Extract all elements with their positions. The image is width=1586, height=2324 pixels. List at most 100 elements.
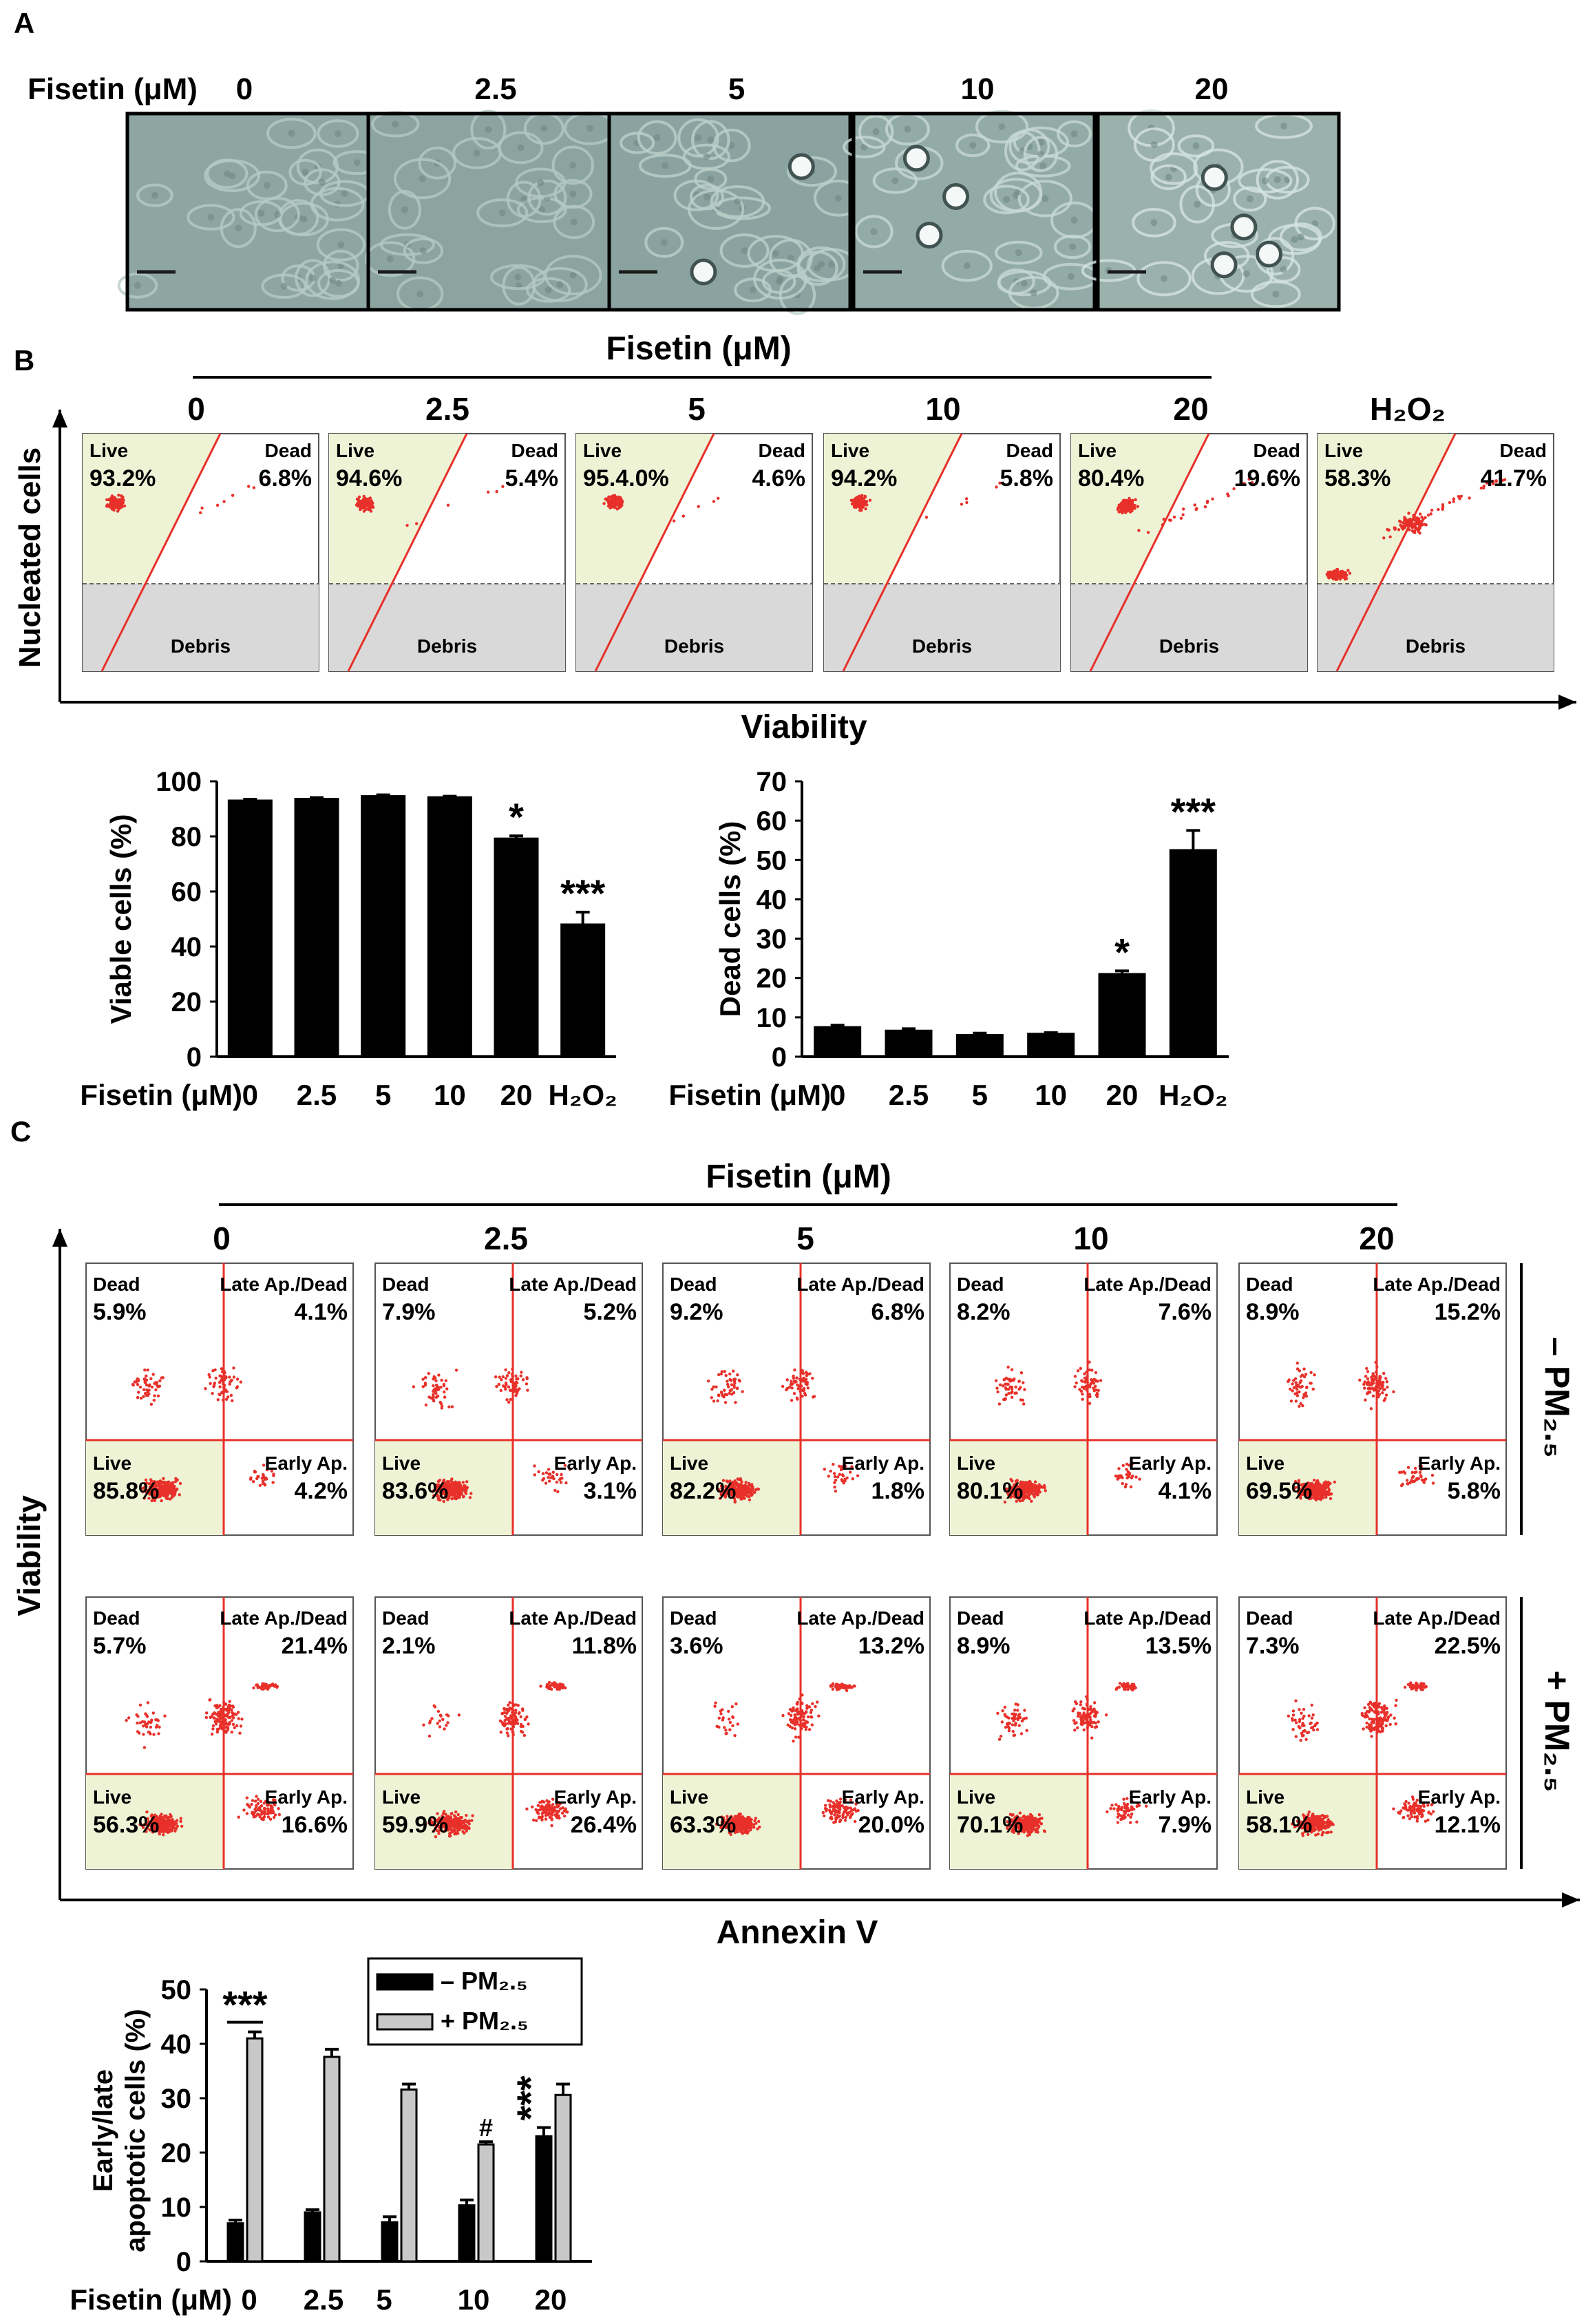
cell-nucleus bbox=[1192, 142, 1200, 149]
scatter-dot bbox=[723, 1401, 728, 1404]
y-tick-label: 80 bbox=[171, 822, 202, 852]
live-label: Live bbox=[1078, 440, 1117, 461]
scatter-dot bbox=[564, 1807, 567, 1810]
scatter-dot bbox=[444, 1379, 447, 1382]
scatter-dot bbox=[170, 1488, 173, 1492]
scatter-dot bbox=[1033, 1490, 1037, 1494]
scatter-dot bbox=[465, 1819, 468, 1824]
scatter-dot bbox=[511, 1367, 514, 1371]
scatter-dot bbox=[155, 1489, 159, 1493]
cell-outline bbox=[117, 272, 158, 299]
scatter-dot bbox=[1030, 1492, 1034, 1495]
cell-nucleus bbox=[517, 144, 525, 151]
scatter-dot bbox=[216, 1398, 220, 1402]
scatter-dot bbox=[823, 1468, 827, 1471]
scatter-dot bbox=[250, 1803, 253, 1806]
scatter-dot bbox=[1318, 1484, 1322, 1488]
scatter-dot bbox=[757, 1819, 761, 1824]
panel-b-col-1: 2.5 bbox=[425, 391, 469, 427]
scatter-dot bbox=[361, 501, 365, 505]
scatter-dot bbox=[412, 1385, 416, 1388]
scatter-dot bbox=[233, 1726, 236, 1729]
scatter-dot bbox=[1415, 1477, 1419, 1481]
dead-gate-line bbox=[594, 433, 715, 672]
scatter-dot bbox=[454, 1810, 458, 1814]
scatter-dot bbox=[424, 1403, 428, 1407]
cell-outline bbox=[691, 120, 730, 160]
scatter-dot bbox=[1422, 1480, 1426, 1483]
scatter-dot bbox=[247, 485, 251, 488]
scatter-dot bbox=[734, 1401, 737, 1404]
cell-nucleus bbox=[741, 247, 748, 254]
cell-nucleus bbox=[540, 125, 548, 132]
scatter-dot bbox=[525, 1807, 529, 1810]
scatter-dot bbox=[509, 1707, 512, 1710]
scatter-dot bbox=[1086, 1386, 1089, 1390]
rounded-cell bbox=[902, 145, 930, 172]
scatter-dot bbox=[1125, 505, 1129, 508]
dead-label: Dead bbox=[382, 1607, 429, 1629]
dead-gate-line bbox=[842, 433, 963, 672]
scatter-dot bbox=[1169, 518, 1172, 522]
scatter-dot bbox=[150, 1486, 154, 1489]
scatter-dot bbox=[1009, 1495, 1013, 1499]
scatter-dot bbox=[728, 1372, 732, 1376]
scatter-dot bbox=[997, 1402, 1002, 1406]
scatter-dot bbox=[732, 1377, 736, 1381]
scatter-dot bbox=[1408, 528, 1411, 531]
scatter-dot bbox=[218, 1713, 221, 1717]
scatter-dot bbox=[180, 1824, 184, 1828]
scatter-dot bbox=[147, 1392, 151, 1396]
scatter-dot bbox=[1181, 513, 1185, 516]
scatter-dot bbox=[441, 1481, 445, 1485]
scatter-dot bbox=[564, 1686, 567, 1690]
scatter-dot bbox=[1364, 1398, 1367, 1402]
cell-outline bbox=[677, 118, 719, 158]
scatter-dot bbox=[801, 1372, 805, 1375]
scatter-dot bbox=[1406, 1482, 1409, 1486]
scatter-dot bbox=[1429, 512, 1432, 516]
dead-label: Dead bbox=[93, 1274, 140, 1295]
scatter-dot bbox=[727, 1385, 730, 1388]
scatter-dot bbox=[498, 1719, 503, 1723]
late-apoptotic-label: Late Ap./Dead bbox=[220, 1274, 348, 1295]
cell-outline bbox=[687, 189, 745, 230]
panel-b-y-axis-head bbox=[52, 410, 67, 427]
significance-mark: * bbox=[1114, 930, 1130, 973]
scatter-dot bbox=[712, 500, 716, 503]
bar-viable-0-1 bbox=[294, 798, 339, 1058]
scatter-dot bbox=[231, 494, 235, 497]
cell-nucleus bbox=[274, 211, 281, 218]
cell-outline bbox=[288, 158, 322, 186]
scatter-dot bbox=[710, 1387, 714, 1391]
cell-outline bbox=[379, 233, 435, 256]
scatter-dot bbox=[1417, 527, 1421, 531]
scatter-dot bbox=[1086, 1380, 1090, 1384]
scatter-dot bbox=[154, 1487, 157, 1490]
live-label: Live bbox=[89, 440, 128, 461]
scatter-dot bbox=[505, 1374, 509, 1377]
cell-outline bbox=[317, 119, 359, 148]
scatter-dot bbox=[507, 1371, 511, 1375]
scatter-dot bbox=[717, 1373, 721, 1377]
scatter-dot bbox=[270, 1684, 274, 1687]
scatter-dot bbox=[1022, 1381, 1025, 1384]
scatter-dot bbox=[1384, 1397, 1387, 1400]
scatter-dot bbox=[1134, 498, 1137, 502]
scatter-dot bbox=[508, 1701, 511, 1704]
scatter-dot bbox=[507, 1734, 510, 1737]
scatter-dot bbox=[370, 499, 373, 503]
live-label: Live bbox=[93, 1452, 131, 1474]
scatter-dot bbox=[176, 1478, 179, 1481]
scatter-dot bbox=[437, 1373, 441, 1377]
scatter-dot bbox=[515, 1377, 518, 1381]
scatter-dot bbox=[422, 1723, 425, 1726]
scatter-dot bbox=[609, 498, 613, 503]
cell-outline bbox=[506, 180, 542, 218]
scatter-dot bbox=[1017, 1380, 1021, 1383]
scatter-dot bbox=[924, 516, 929, 519]
scatter-dot bbox=[1125, 1476, 1129, 1480]
